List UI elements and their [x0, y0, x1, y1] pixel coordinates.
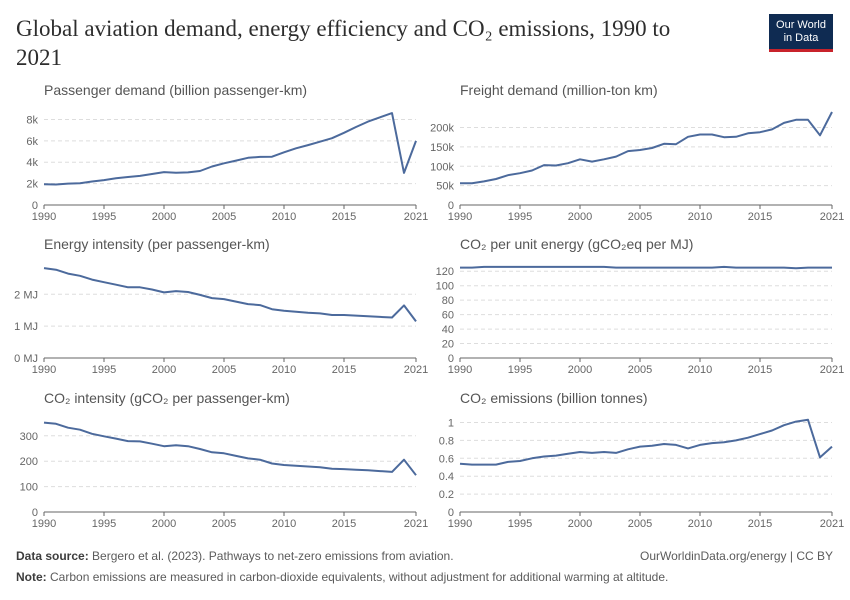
panel-2-title: Freight demand (million-ton km) — [460, 82, 658, 98]
panel-3-xtick-label: 2000 — [152, 364, 176, 376]
data-source-text: Bergero et al. (2023). Pathways to net-z… — [92, 549, 454, 563]
chart-grid: Passenger demand (billion passenger-km) 0… — [14, 82, 844, 530]
panel-5-xtick-label: 2010 — [272, 518, 296, 530]
panel-2-ytick-label: 200k — [430, 123, 454, 135]
panel-2-xtick-label: 2005 — [628, 211, 652, 223]
panel-4-series-line[interactable] — [460, 265, 832, 270]
panel-5-ytick-label: 100 — [20, 482, 38, 494]
site-link[interactable]: OurWorldinData.org/energy | CC BY — [640, 549, 833, 563]
panel-2-ytick-label: 0 — [448, 200, 454, 212]
panel-3-ytick-label: 1 MJ — [14, 321, 38, 333]
panel-1-ytick-label: 0 — [32, 200, 38, 212]
page-title: Global aviation demand, energy efficienc… — [16, 16, 671, 70]
panel-5-ytick-label: 300 — [20, 431, 38, 443]
panel-6-ytick-label: 1 — [448, 417, 454, 429]
panel-5-xtick-label: 2000 — [152, 518, 176, 530]
panel-1-xtick-label: 2015 — [332, 211, 356, 223]
panel-4-xtick-label: 1995 — [508, 364, 532, 376]
panel-1-xtick-label: 2010 — [272, 211, 296, 223]
panel-4-xtick-label: 2000 — [568, 364, 592, 376]
logo-line-1: Our World — [776, 19, 826, 31]
panel-6-xtick-label: 1995 — [508, 518, 532, 530]
panel-4-ytick-label: 60 — [442, 310, 454, 322]
panel-3-series-line[interactable] — [43, 267, 417, 322]
panel-6-xtick-label: 2015 — [748, 518, 772, 530]
panel-6-series-line[interactable] — [459, 418, 833, 466]
panel-1-series-line[interactable] — [43, 112, 417, 186]
panel-2-ytick-label: 50k — [436, 181, 454, 193]
panel-5-xtick-label: 2015 — [332, 518, 356, 530]
panel-6-xtick-label: 2005 — [628, 518, 652, 530]
panel-6-ytick-label: 0 — [448, 507, 454, 519]
panel-4-ytick-label: 20 — [442, 339, 454, 351]
panel-2-ytick-label: 150k — [430, 142, 454, 154]
panel-1-xtick-label: 2021 — [404, 211, 428, 223]
panel-4-xtick-label: 2010 — [688, 364, 712, 376]
panel-5-title: CO₂ intensity (gCO₂ per passenger-km) — [44, 390, 290, 406]
panel-4-title: CO₂ per unit energy (gCO₂eq per MJ) — [460, 236, 693, 252]
panel-1-title: Passenger demand (billion passenger-km) — [44, 82, 307, 98]
panel-6-xtick-label: 1990 — [448, 518, 472, 530]
panel-5-ytick-label: 200 — [20, 456, 38, 468]
owid-logo[interactable]: Our World in Data — [769, 14, 833, 52]
panel-6-xtick-label: 2021 — [820, 518, 844, 530]
panel-2-xtick-label: 2015 — [748, 211, 772, 223]
panel-1-ytick-label: 4k — [26, 157, 38, 169]
panel-4-ytick-label: 0 — [448, 353, 454, 365]
panel-3-xtick-label: 2010 — [272, 364, 296, 376]
panel-2-xtick-label: 2021 — [820, 211, 844, 223]
panel-3-xtick-label: 2015 — [332, 364, 356, 376]
panel-1-ytick-label: 2k — [26, 179, 38, 191]
panel-6-xtick-label: 2010 — [688, 518, 712, 530]
panel-6-ytick-label: 0.6 — [439, 453, 454, 465]
panel-6-xtick-label: 2000 — [568, 518, 592, 530]
footnote: Note: Carbon emissions are measured in c… — [16, 570, 668, 585]
panel-3-xtick-label: 2021 — [404, 364, 428, 376]
panel-3-xtick-label: 1990 — [32, 364, 56, 376]
panel-5-xtick-label: 2021 — [404, 518, 428, 530]
panel-5-series-line[interactable] — [43, 421, 417, 476]
panel-2-series-line[interactable] — [460, 111, 833, 185]
panel-4-xtick-label: 1990 — [448, 364, 472, 376]
panel-6-ytick-label: 0.8 — [439, 435, 454, 447]
panel-3-xtick-label: 2005 — [212, 364, 236, 376]
panel-1-ytick-label: 6k — [26, 136, 38, 148]
panel-2-xtick-label: 2000 — [568, 211, 592, 223]
panel-2-xtick-label: 1995 — [508, 211, 532, 223]
panel-3-title: Energy intensity (per passenger-km) — [44, 236, 270, 252]
panel-2-xtick-label: 2010 — [688, 211, 712, 223]
panel-5-xtick-label: 1995 — [92, 518, 116, 530]
panel-4-ytick-label: 100 — [436, 281, 454, 293]
panel-1-xtick-label: 2005 — [212, 211, 236, 223]
panel-4-ytick-label: 40 — [442, 324, 454, 336]
panel-4-xtick-label: 2015 — [748, 364, 772, 376]
panel-4-ytick-label: 120 — [436, 266, 454, 278]
panel-1-xtick-label: 2000 — [152, 211, 176, 223]
note-label: Note: — [16, 570, 47, 584]
panel-1-xtick-label: 1990 — [32, 211, 56, 223]
panel-4-xtick-label: 2005 — [628, 364, 652, 376]
panel-5-ytick-label: 0 — [32, 507, 38, 519]
note-text: Carbon emissions are measured in carbon-… — [50, 570, 669, 584]
panel-1-xtick-label: 1995 — [92, 211, 116, 223]
panel-4-ytick-label: 80 — [442, 295, 454, 307]
panel-5-xtick-label: 2005 — [212, 518, 236, 530]
logo-line-2: in Data — [783, 32, 819, 44]
panel-3-ytick-label: 2 MJ — [14, 289, 38, 301]
panel-3-ytick-label: 0 MJ — [14, 353, 38, 365]
panel-1-ytick-label: 8k — [26, 114, 38, 126]
panel-6-ytick-label: 0.4 — [439, 471, 454, 483]
data-source: Data source: Bergero et al. (2023). Path… — [16, 549, 454, 564]
panel-6-title: CO₂ emissions (billion tonnes) — [460, 390, 648, 406]
panel-5-xtick-label: 1990 — [32, 518, 56, 530]
panel-2-ytick-label: 100k — [430, 161, 454, 173]
panel-6-ytick-label: 0.2 — [439, 489, 454, 501]
panel-4-xtick-label: 2021 — [820, 364, 844, 376]
panel-2-xtick-label: 1990 — [448, 211, 472, 223]
data-source-label: Data source: — [16, 549, 89, 563]
panel-3-xtick-label: 1995 — [92, 364, 116, 376]
